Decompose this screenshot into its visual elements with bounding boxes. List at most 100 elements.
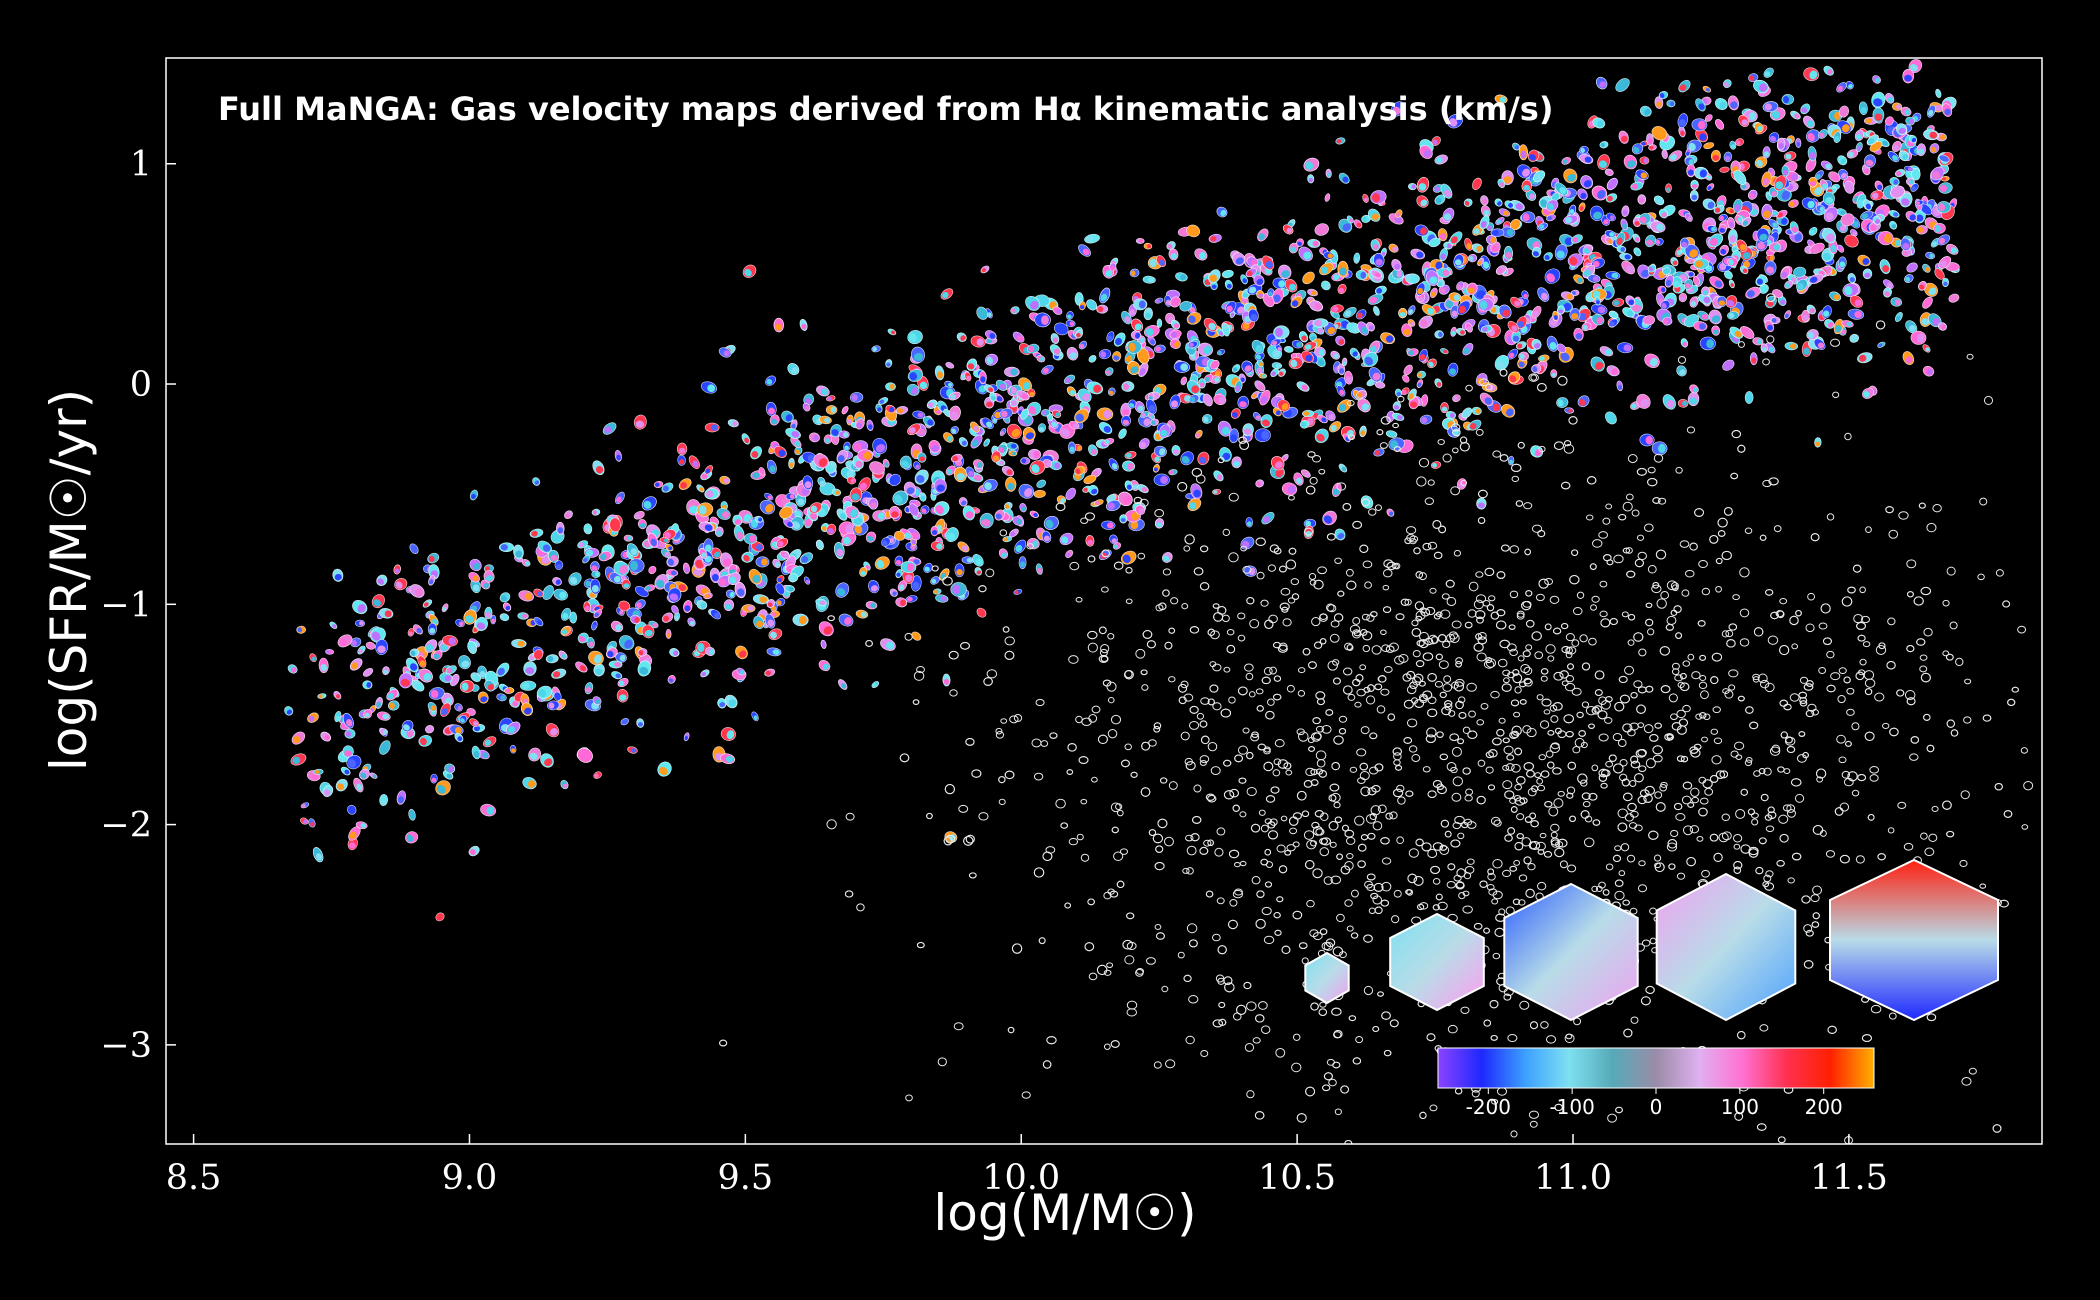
star-forming-galaxy [1456,281,1465,291]
star-forming-galaxy [379,740,391,755]
star-forming-galaxy [1059,532,1074,546]
star-forming-galaxy [1744,391,1754,404]
star-forming-galaxy [1850,228,1858,237]
star-forming-galaxy [1662,394,1676,410]
star-forming-galaxy [661,612,674,623]
star-forming-galaxy [1296,238,1304,247]
star-forming-galaxy [1639,156,1650,165]
star-forming-galaxy [313,768,324,775]
star-forming-galaxy [1727,228,1738,245]
star-forming-galaxy [1942,277,1949,288]
star-forming-galaxy [788,457,795,470]
star-forming-galaxy [1284,345,1294,353]
star-forming-galaxy [1153,344,1166,354]
star-forming-galaxy [1307,174,1315,184]
star-forming-galaxy [945,465,956,476]
star-forming-galaxy [950,425,959,435]
x-tick-label: 9.0 [442,1158,498,1198]
star-forming-galaxy [1037,423,1047,433]
star-forming-galaxy [1874,180,1884,192]
star-forming-galaxy [808,432,820,443]
star-forming-galaxy [1119,514,1128,524]
star-forming-galaxy [1245,517,1254,528]
star-forming-galaxy [950,582,967,597]
star-forming-galaxy [1591,303,1608,315]
star-forming-galaxy [1616,380,1623,392]
star-forming-galaxy [1883,279,1894,290]
star-forming-galaxy [628,558,645,574]
star-forming-galaxy [1665,183,1672,193]
star-forming-galaxy [1666,99,1676,108]
colorbar-tick-label: 100 [1721,1095,1759,1119]
star-forming-galaxy [1254,428,1271,443]
star-forming-galaxy [1251,390,1261,400]
star-forming-galaxy [1437,228,1448,242]
x-tick-label: 8.5 [166,1158,222,1198]
chart-title: Full MaNGA: Gas velocity maps derived fr… [218,90,1553,128]
star-forming-galaxy [1407,305,1416,316]
star-forming-galaxy [1695,98,1706,112]
star-forming-galaxy [773,317,784,333]
star-forming-galaxy [614,450,622,462]
star-forming-galaxy [1795,137,1802,148]
star-forming-galaxy [591,570,601,578]
star-forming-galaxy [1550,369,1558,378]
x-tick-label: 11.5 [1810,1158,1888,1198]
star-forming-galaxy [637,518,647,530]
star-forming-galaxy [1651,441,1668,456]
star-forming-galaxy [930,576,940,585]
star-forming-galaxy [751,711,759,722]
y-tick-label: −1 [100,585,152,625]
star-forming-galaxy [1938,182,1953,194]
star-forming-galaxy [577,632,589,644]
star-forming-galaxy [1406,348,1419,357]
star-forming-galaxy [1224,279,1233,290]
star-forming-galaxy [1862,268,1873,280]
star-forming-galaxy [354,619,366,627]
x-axis-label: log(M/M☉) [933,1184,1196,1242]
star-forming-galaxy [1405,273,1420,285]
star-forming-galaxy [1212,488,1222,495]
star-forming-galaxy [290,753,307,766]
star-forming-galaxy [1716,295,1727,308]
star-forming-galaxy [1171,445,1181,456]
star-forming-galaxy [753,615,765,629]
star-forming-galaxy [1096,304,1109,314]
star-forming-galaxy [794,446,803,456]
star-forming-galaxy [1686,164,1696,178]
star-forming-galaxy [325,648,335,655]
star-forming-galaxy [427,552,440,564]
star-forming-galaxy [1658,208,1668,219]
star-forming-galaxy [1657,285,1667,294]
star-forming-galaxy [1845,81,1854,90]
star-forming-galaxy [1020,457,1031,465]
star-forming-galaxy [1604,168,1614,177]
star-forming-galaxy [1689,190,1699,202]
star-forming-galaxy [1053,322,1069,336]
star-forming-galaxy [477,691,489,704]
star-forming-galaxy [1322,510,1337,526]
star-forming-galaxy [470,578,481,594]
star-forming-galaxy [1402,374,1410,383]
star-forming-galaxy [735,645,748,660]
star-forming-galaxy [418,735,433,747]
star-forming-galaxy [792,613,809,627]
star-forming-galaxy [855,609,869,619]
star-forming-galaxy [1814,437,1822,448]
star-forming-galaxy [930,525,939,537]
star-forming-galaxy [1936,201,1951,214]
star-forming-galaxy [540,753,554,768]
star-forming-galaxy [1013,588,1023,595]
x-tick-label: 11.0 [1534,1158,1612,1198]
star-forming-galaxy [522,777,537,790]
star-forming-galaxy [1040,409,1051,417]
star-forming-galaxy [1004,366,1020,378]
star-forming-galaxy [308,818,316,828]
colorbar-tick-label: 200 [1805,1095,1843,1119]
star-forming-galaxy [1325,168,1332,179]
star-forming-galaxy [1101,520,1116,530]
star-forming-galaxy [1637,194,1646,205]
star-forming-galaxy [1407,182,1417,191]
star-forming-galaxy [1440,402,1449,414]
